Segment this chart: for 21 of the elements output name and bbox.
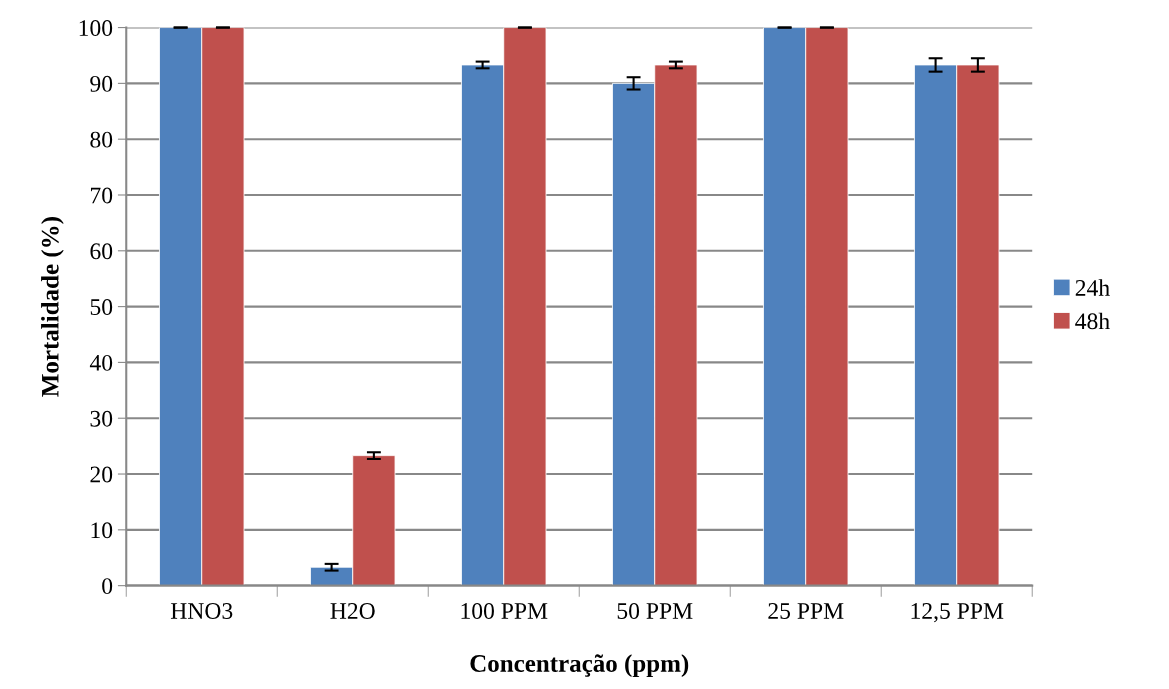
x-tick-label: HNO3 [170, 603, 233, 619]
y-tick-label: 100 [79, 20, 113, 36]
y-tick-label: 10 [91, 522, 113, 539]
y-tick-label: 70 [91, 187, 113, 204]
y-tick-label: 80 [90, 131, 113, 148]
x-axis-title: Concentração (ppm) [470, 654, 689, 677]
x-tick-label: 12,5 PPM [911, 603, 1004, 623]
y-axis-title: Mortalidade (%) [41, 217, 64, 397]
x-tick-label: 100 PPM [461, 603, 548, 619]
y-tick-label: 90 [90, 75, 113, 92]
legend-label: 48h [1075, 312, 1110, 330]
y-tick-label: 0 [102, 578, 113, 595]
y-tick-label: 60 [90, 243, 113, 260]
x-tick-label: H2O [330, 603, 375, 619]
legend-label: 24h [1075, 279, 1110, 296]
y-tick-label: 50 [90, 299, 113, 316]
x-tick-label: 25 PPM [768, 603, 844, 619]
y-tick-label: 40 [89, 354, 113, 371]
y-tick-label: 30 [90, 410, 113, 427]
y-tick-label: 20 [90, 466, 113, 483]
x-tick-label: 50 PPM [617, 603, 693, 619]
